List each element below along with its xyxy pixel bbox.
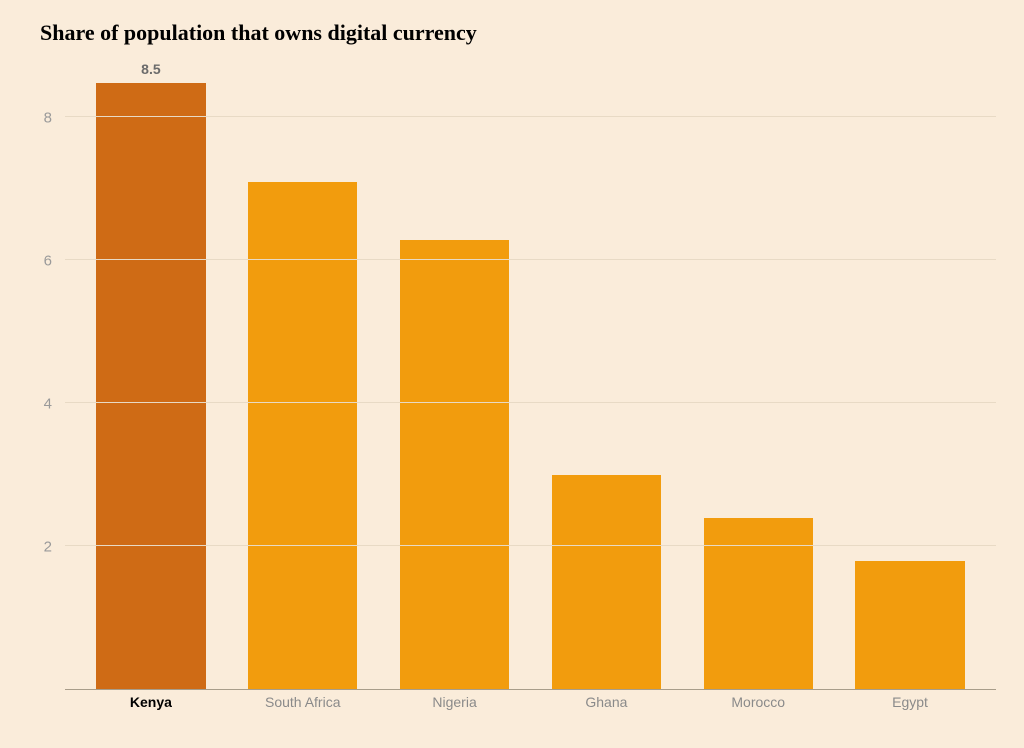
y-tick: 8 [20, 110, 60, 127]
x-axis-label: South Africa [265, 694, 341, 710]
bar-value-label: 8.5 [141, 61, 160, 77]
x-axis-label: Ghana [585, 694, 627, 710]
y-tick: 6 [20, 253, 60, 270]
bar [552, 475, 661, 689]
bar-slot: 8.5 [75, 54, 227, 689]
x-label-slot: Kenya [75, 690, 227, 714]
bar [704, 518, 813, 689]
grid-line [65, 545, 996, 546]
bar-slot [379, 54, 531, 689]
chart-container: Share of population that owns digital cu… [0, 0, 1024, 748]
bar [400, 240, 509, 689]
bar-slot [227, 54, 379, 689]
grid-line [65, 116, 996, 117]
bar [96, 83, 205, 689]
grid-line [65, 259, 996, 260]
y-axis: 2 4 6 8 [20, 54, 60, 690]
y-tick-label: 8 [44, 110, 52, 127]
bar-slot [530, 54, 682, 689]
y-tick-label: 2 [44, 539, 52, 556]
x-axis-label: Morocco [731, 694, 785, 710]
x-label-slot: Morocco [682, 690, 834, 714]
bar-slot [834, 54, 986, 689]
chart-title: Share of population that owns digital cu… [40, 20, 996, 46]
bars-region: 8.5 [65, 54, 996, 690]
x-axis-label: Egypt [892, 694, 928, 710]
y-tick: 4 [20, 396, 60, 413]
x-axis-labels: Kenya South Africa Nigeria Ghana Morocco Egyp… [65, 690, 996, 714]
x-label-slot: South Africa [227, 690, 379, 714]
y-tick-label: 6 [44, 253, 52, 270]
grid-line [65, 402, 996, 403]
x-label-slot: Ghana [530, 690, 682, 714]
x-label-slot: Egypt [834, 690, 986, 714]
bars-wrap: 8.5 [65, 54, 996, 689]
plot-area: 2 4 6 8 8.5 Kenya South Africa Nigeria Ghana Mo… [20, 54, 996, 714]
x-axis-label: Nigeria [432, 694, 476, 710]
x-label-slot: Nigeria [379, 690, 531, 714]
x-axis-label: Kenya [130, 694, 172, 710]
bar [855, 561, 964, 689]
bar-slot [682, 54, 834, 689]
y-tick-label: 4 [44, 396, 52, 413]
y-tick: 2 [20, 539, 60, 556]
